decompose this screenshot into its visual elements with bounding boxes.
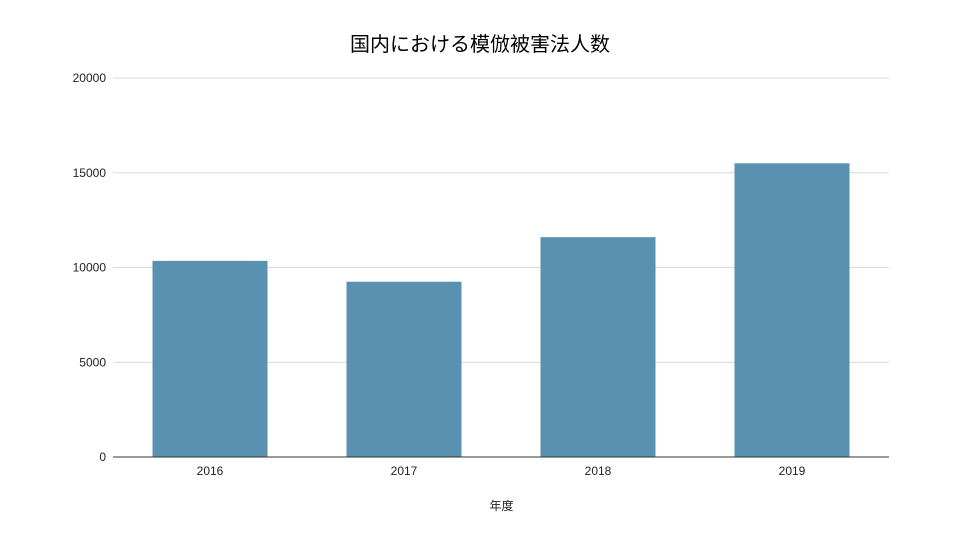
x-tick-label: 2017	[391, 464, 418, 478]
bar-2017	[346, 281, 462, 457]
y-tick-label: 0	[99, 450, 106, 464]
y-tick-label: 15000	[73, 166, 107, 180]
x-tick-label: 2019	[779, 464, 806, 478]
bar-2018	[540, 237, 656, 457]
y-tick-label: 20000	[73, 71, 107, 85]
x-tick-label: 2018	[585, 464, 612, 478]
chart-title: 国内における模倣被害法人数	[350, 32, 610, 56]
bar-2016	[152, 260, 268, 457]
bar-2019	[734, 163, 850, 457]
x-axis-label: 年度	[489, 499, 514, 513]
x-tick-label: 2016	[197, 464, 224, 478]
y-tick-label: 5000	[79, 355, 106, 369]
y-tick-label: 10000	[73, 261, 107, 275]
